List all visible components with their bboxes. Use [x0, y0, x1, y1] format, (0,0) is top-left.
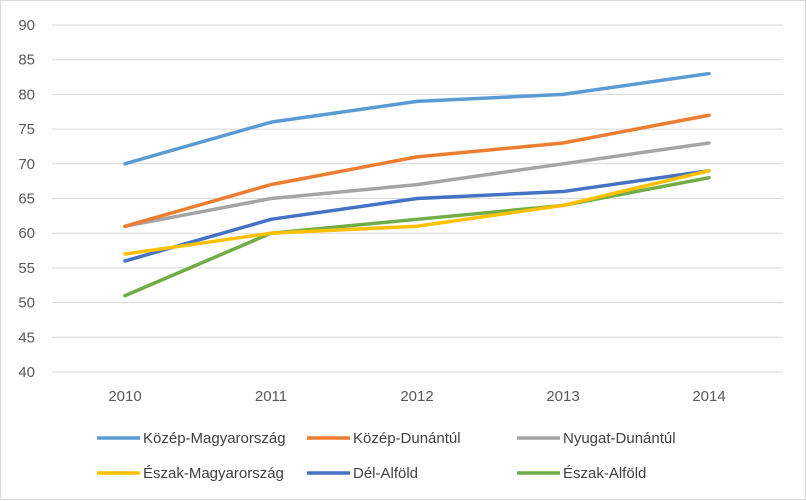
y-tick-label: 50 [18, 295, 35, 312]
y-axis-tick-labels: 40 45 50 55 60 65 70 75 80 85 90 [18, 17, 35, 381]
x-tick-label: 2014 [692, 388, 725, 405]
legend-label: Észak-Alföld [563, 465, 646, 482]
y-tick-label: 70 [18, 156, 35, 173]
legend-label: Közép-Dunántúl [353, 430, 461, 447]
y-tick-label: 45 [18, 329, 35, 346]
series-line [123, 175, 711, 298]
y-tick-label: 75 [18, 121, 35, 138]
legend-label: Észak-Magyarország [143, 465, 284, 482]
series-line [123, 141, 711, 229]
x-tick-label: 2013 [546, 388, 579, 405]
y-tick-label: 55 [18, 260, 35, 277]
legend-label: Nyugat-Dunántúl [563, 430, 676, 447]
series-line [123, 168, 711, 256]
y-tick-label: 85 [18, 52, 35, 69]
y-tick-label: 90 [18, 17, 35, 34]
y-tick-label: 40 [18, 364, 35, 381]
x-tick-label: 2010 [108, 388, 141, 405]
y-tick-label: 80 [18, 86, 35, 103]
series-line [123, 168, 711, 263]
y-tick-label: 65 [18, 191, 35, 208]
series-line [123, 113, 711, 229]
legend-label: Dél-Alföld [353, 465, 418, 482]
y-tick-label: 60 [18, 225, 35, 242]
legend: Közép-Magyarország Közép-Dunántúl Nyugat-D… [97, 430, 676, 482]
series-line [123, 71, 711, 166]
series-lines [123, 71, 711, 298]
x-tick-label: 2011 [255, 388, 287, 405]
x-axis-tick-labels: 2010 2011 2012 2013 2014 [108, 388, 725, 405]
x-tick-label: 2012 [400, 388, 433, 405]
legend-label: Közép-Magyarország [143, 430, 286, 447]
